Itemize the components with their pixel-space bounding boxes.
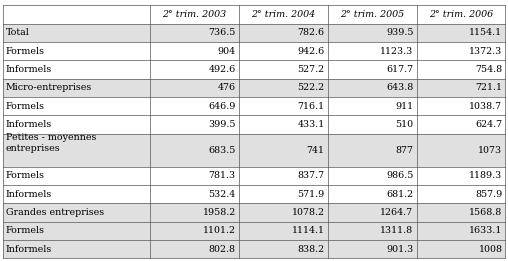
Text: 1189.3: 1189.3: [469, 171, 502, 180]
Text: Total: Total: [6, 28, 29, 37]
Bar: [3, 222, 505, 240]
Text: 1038.7: 1038.7: [469, 102, 502, 111]
Text: 527.2: 527.2: [298, 65, 325, 74]
Text: 904: 904: [217, 46, 236, 56]
Text: 1114.1: 1114.1: [292, 226, 325, 235]
Text: 782.6: 782.6: [298, 28, 325, 37]
Text: 837.7: 837.7: [298, 171, 325, 180]
Bar: [3, 23, 505, 42]
Text: 1154.1: 1154.1: [469, 28, 502, 37]
Text: 532.4: 532.4: [208, 190, 236, 199]
Text: 802.8: 802.8: [209, 245, 236, 254]
Bar: [3, 79, 505, 97]
Text: Grandes entreprises: Grandes entreprises: [6, 208, 104, 217]
Text: 1123.3: 1123.3: [380, 46, 414, 56]
Text: 736.5: 736.5: [208, 28, 236, 37]
Text: 1264.7: 1264.7: [380, 208, 414, 217]
Text: Informels: Informels: [6, 120, 52, 129]
Text: 1101.2: 1101.2: [203, 226, 236, 235]
Text: 1372.3: 1372.3: [469, 46, 502, 56]
Text: 624.7: 624.7: [475, 120, 502, 129]
Text: 721.1: 721.1: [475, 83, 502, 92]
Text: 643.8: 643.8: [386, 83, 414, 92]
Bar: [3, 240, 505, 258]
Text: 781.3: 781.3: [209, 171, 236, 180]
Text: Formels: Formels: [6, 102, 45, 111]
Text: 1073: 1073: [479, 146, 502, 155]
Bar: [3, 115, 505, 134]
Text: 617.7: 617.7: [387, 65, 414, 74]
Text: Petites - moyennes
entreprises: Petites - moyennes entreprises: [6, 133, 96, 153]
Text: Informels: Informels: [6, 190, 52, 199]
Text: 571.9: 571.9: [297, 190, 325, 199]
Text: Formels: Formels: [6, 171, 45, 180]
Bar: [3, 5, 150, 23]
Text: 2° trim. 2006: 2° trim. 2006: [429, 10, 493, 19]
Bar: [3, 167, 505, 185]
Text: 492.6: 492.6: [208, 65, 236, 74]
Text: 857.9: 857.9: [475, 190, 502, 199]
Text: Informels: Informels: [6, 65, 52, 74]
Bar: [3, 134, 505, 167]
Text: 2° trim. 2005: 2° trim. 2005: [340, 10, 404, 19]
Text: 2° trim. 2004: 2° trim. 2004: [251, 10, 315, 19]
Text: 939.5: 939.5: [386, 28, 414, 37]
Text: 1311.8: 1311.8: [380, 226, 414, 235]
Text: 741: 741: [307, 146, 325, 155]
Text: 476: 476: [217, 83, 236, 92]
Text: 942.6: 942.6: [297, 46, 325, 56]
Text: Formels: Formels: [6, 46, 45, 56]
Text: 1568.8: 1568.8: [469, 208, 502, 217]
Text: 433.1: 433.1: [297, 120, 325, 129]
Bar: [150, 5, 239, 23]
Text: 754.8: 754.8: [475, 65, 502, 74]
Bar: [3, 97, 505, 115]
Bar: [328, 5, 417, 23]
Text: 901.3: 901.3: [386, 245, 414, 254]
Text: 877: 877: [396, 146, 414, 155]
Text: 683.5: 683.5: [208, 146, 236, 155]
Text: 510: 510: [395, 120, 414, 129]
Text: 1078.2: 1078.2: [292, 208, 325, 217]
Text: Formels: Formels: [6, 226, 45, 235]
Bar: [3, 42, 505, 60]
Text: 399.5: 399.5: [208, 120, 236, 129]
Text: 716.1: 716.1: [298, 102, 325, 111]
Text: 1633.1: 1633.1: [469, 226, 502, 235]
Text: 838.2: 838.2: [298, 245, 325, 254]
Text: 911: 911: [395, 102, 414, 111]
Text: 986.5: 986.5: [386, 171, 414, 180]
Bar: [417, 5, 505, 23]
Text: 646.9: 646.9: [208, 102, 236, 111]
Text: 2° trim. 2003: 2° trim. 2003: [162, 10, 227, 19]
Text: 1958.2: 1958.2: [203, 208, 236, 217]
Text: 681.2: 681.2: [387, 190, 414, 199]
Bar: [239, 5, 328, 23]
Bar: [3, 60, 505, 79]
Text: Micro-entreprises: Micro-entreprises: [6, 83, 92, 92]
Bar: [3, 185, 505, 203]
Bar: [3, 203, 505, 222]
Text: 1008: 1008: [479, 245, 502, 254]
Text: 522.2: 522.2: [298, 83, 325, 92]
Text: Informels: Informels: [6, 245, 52, 254]
